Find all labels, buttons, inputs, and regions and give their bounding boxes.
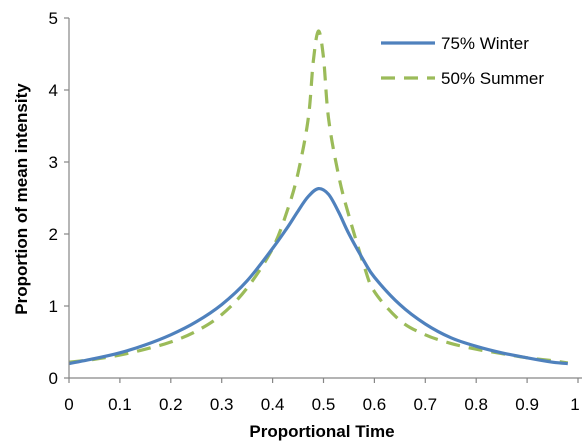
x-axis-ticks: 0 0.1 0.2 0.3 0.4 0.5 0.6 0.7 0.8 0.9 1	[64, 378, 580, 414]
y-axis-title: Proportion of mean intensity	[12, 83, 31, 315]
plot-area	[68, 29, 569, 366]
x-tick-label: 0.2	[159, 395, 183, 414]
x-tick-label: 0.9	[515, 395, 539, 414]
x-tick-label: 0.1	[108, 395, 132, 414]
x-tick-label: 0.7	[413, 395, 437, 414]
y-tick-label: 4	[49, 81, 58, 100]
x-tick-label: 0	[64, 395, 73, 414]
x-tick-label: 0.3	[210, 395, 234, 414]
y-tick-label: 5	[49, 9, 58, 28]
y-tick-label: 3	[49, 153, 58, 172]
y-tick-label: 1	[49, 297, 58, 316]
y-tick-label: 0	[49, 369, 58, 388]
legend-label-75-winter: 75% Winter	[441, 34, 529, 53]
x-tick-label: 0.8	[464, 395, 488, 414]
series-line-75-winter	[68, 186, 568, 366]
x-axis-title: Proportional Time	[249, 422, 394, 441]
x-tick-label: 0.5	[312, 395, 336, 414]
y-axis-ticks: 0 1 2 3 4 5	[49, 9, 69, 388]
x-tick-label: 0.4	[261, 395, 285, 414]
series-line-50-summer	[68, 29, 569, 365]
x-tick-label: 0.6	[363, 395, 387, 414]
legend-label-50-summer: 50% Summer	[441, 69, 544, 88]
legend: 75% Winter 50% Summer	[381, 34, 544, 88]
y-tick-label: 2	[49, 225, 58, 244]
x-tick-label: 1	[570, 395, 579, 414]
